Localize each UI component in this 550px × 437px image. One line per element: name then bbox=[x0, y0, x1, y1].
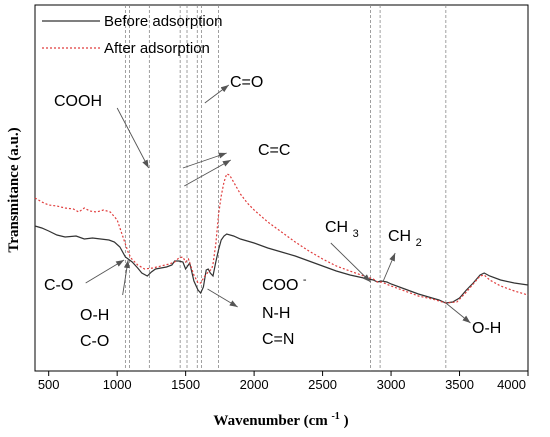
annotation-arrow-8 bbox=[382, 252, 396, 283]
annotation-arrow-3 bbox=[184, 159, 232, 187]
x-axis-ticks: 500 1000 1500 2000 2500 3000 3500 4000 bbox=[38, 371, 529, 392]
label-c-double-o: C=O bbox=[230, 74, 263, 91]
legend-label-after: After adsorption bbox=[104, 40, 210, 57]
annotation-arrow-1 bbox=[204, 84, 230, 104]
annotation-arrow-9 bbox=[445, 302, 471, 324]
annotation-arrow-4 bbox=[85, 259, 125, 284]
label-ch2-sub: 2 bbox=[416, 237, 422, 249]
reference-lines bbox=[124, 5, 447, 371]
label-c-double-c: C=C bbox=[258, 142, 290, 159]
label-c-o: C-O bbox=[44, 277, 73, 294]
legend-label-before: Before adsorption bbox=[104, 13, 222, 30]
label-cooh: COOH bbox=[54, 93, 102, 110]
label-c-n: C=N bbox=[262, 331, 294, 348]
annotation-arrow-2 bbox=[182, 152, 227, 169]
label-ch3-sub: 3 bbox=[353, 228, 359, 240]
x-tick-label-1500: 1500 bbox=[171, 377, 200, 392]
annotation-arrow-0 bbox=[116, 107, 150, 169]
annotation-labels: COOH C=O C=C C-O O-H C-O COO - N-H C=N C… bbox=[44, 74, 501, 350]
x-tick-label-500: 500 bbox=[38, 377, 60, 392]
label-c-o-left: C-O bbox=[80, 333, 109, 350]
label-coo-main: COO bbox=[262, 277, 298, 294]
annotation-arrows bbox=[85, 84, 471, 324]
x-axis-title-sup: -1 bbox=[331, 411, 339, 422]
x-tick-label-4000: 4000 bbox=[497, 377, 526, 392]
label-ch3: CH 3 bbox=[325, 219, 359, 240]
x-tick-label-2000: 2000 bbox=[240, 377, 269, 392]
x-axis-title-end: ) bbox=[344, 413, 349, 429]
label-ch2-main: CH bbox=[388, 228, 411, 245]
label-o-h-left: O-H bbox=[80, 307, 109, 324]
label-o-h-right: O-H bbox=[472, 320, 501, 337]
x-tick-label-3500: 3500 bbox=[445, 377, 474, 392]
x-tick-label-3000: 3000 bbox=[377, 377, 406, 392]
label-ch3-main: CH bbox=[325, 219, 348, 236]
y-axis-title: Transmitance (a.u.) bbox=[6, 127, 22, 252]
x-tick-label-1000: 1000 bbox=[103, 377, 132, 392]
series-layer bbox=[34, 173, 529, 304]
label-coo: COO - bbox=[262, 274, 307, 294]
series-line-before bbox=[34, 225, 529, 304]
x-axis-title: Wavenumber (cm -1 ) bbox=[213, 407, 348, 429]
annotation-arrow-5 bbox=[122, 259, 130, 296]
label-ch2: CH 2 bbox=[388, 228, 422, 249]
x-tick-label-2500: 2500 bbox=[308, 377, 337, 392]
label-n-h: N-H bbox=[262, 305, 290, 322]
plot-frame bbox=[34, 4, 529, 372]
label-coo-sup: - bbox=[303, 274, 307, 286]
x-axis-title-main: Wavenumber (cm bbox=[213, 413, 328, 429]
annotation-arrow-7 bbox=[330, 242, 371, 283]
annotation-arrow-6 bbox=[207, 288, 238, 308]
legend: Before adsorption After adsorption bbox=[42, 13, 222, 57]
